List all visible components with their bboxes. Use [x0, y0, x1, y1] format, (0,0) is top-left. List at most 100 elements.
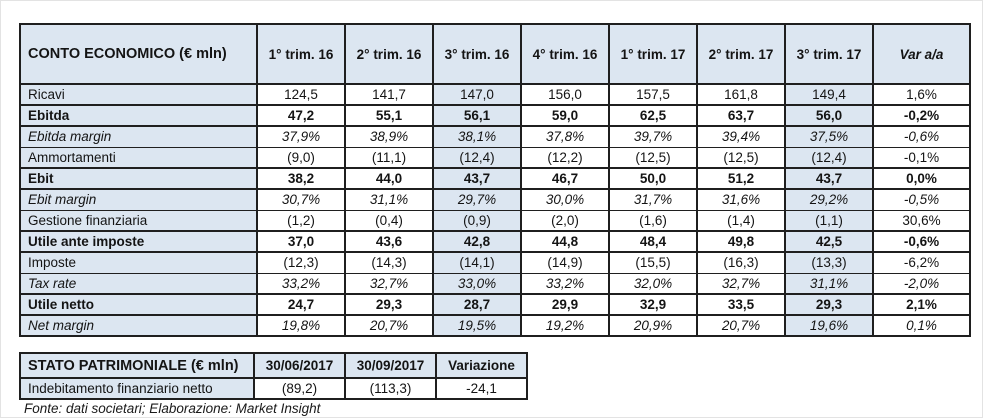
row-gestione-finanziaria: Gestione finanziaria (1,2) (0,4) (0,9) (… [19, 209, 971, 232]
value-cell: 147,0 [432, 83, 522, 106]
value-cell: 29,3 [784, 293, 874, 316]
value-cell: 20,7% [344, 314, 434, 337]
value-cell: 39,4% [696, 125, 786, 148]
value-cell: -0,5% [872, 188, 971, 211]
row-label: Ammortamenti [19, 146, 258, 169]
value-cell: 56,1 [432, 104, 522, 127]
row-label: Ebitda [19, 104, 258, 127]
value-cell: 24,7 [256, 293, 346, 316]
value-cell: 29,9 [520, 293, 610, 316]
value-cell: 20,7% [696, 314, 786, 337]
col-header-30-06-2017: 30/06/2017 [253, 352, 346, 379]
value-cell: 19,6% [784, 314, 874, 337]
value-cell: 59,0 [520, 104, 610, 127]
row-utile-ante-imposte: Utile ante imposte 37,0 43,6 42,8 44,8 4… [19, 230, 971, 253]
value-cell: 50,0 [608, 167, 698, 190]
income-header-row: CONTO ECONOMICO (€ mln) 1° trim. 16 2° t… [19, 23, 971, 85]
value-cell: 37,8% [520, 125, 610, 148]
value-cell: 39,7% [608, 125, 698, 148]
value-cell: 161,8 [696, 83, 786, 106]
value-cell: 47,2 [256, 104, 346, 127]
value-cell: 37,5% [784, 125, 874, 148]
value-cell: (1,4) [696, 209, 786, 232]
value-cell: 44,0 [344, 167, 434, 190]
value-cell: -0,6% [872, 230, 971, 253]
value-cell: 2,1% [872, 293, 971, 316]
value-cell: 29,3 [344, 293, 434, 316]
col-header-var-aa: Var a/a [872, 23, 971, 85]
value-cell: -0,2% [872, 104, 971, 127]
value-cell: 42,8 [432, 230, 522, 253]
row-ammortamenti: Ammortamenti (9,0) (11,1) (12,4) (12,2) … [19, 146, 971, 169]
value-cell: 31,1% [344, 188, 434, 211]
col-header-4trim16: 4° trim. 16 [520, 23, 610, 85]
value-cell: (13,3) [784, 251, 874, 274]
source-note: Fonte: dati societari; Elaborazione: Mar… [24, 401, 321, 416]
value-cell: (12,4) [784, 146, 874, 169]
row-indebitamento-finanziario-netto: Indebitamento finanziario netto (89,2) (… [19, 377, 528, 400]
value-cell: 141,7 [344, 83, 434, 106]
income-table-title: CONTO ECONOMICO (€ mln) [19, 23, 258, 85]
value-cell: (89,2) [253, 377, 346, 400]
value-cell: 55,1 [344, 104, 434, 127]
row-label: Ebitda margin [19, 125, 258, 148]
value-cell: 51,2 [696, 167, 786, 190]
value-cell: 0,0% [872, 167, 971, 190]
value-cell: 44,8 [520, 230, 610, 253]
value-cell: (12,5) [696, 146, 786, 169]
value-cell: (14,9) [520, 251, 610, 274]
value-cell: 49,8 [696, 230, 786, 253]
value-cell: 29,7% [432, 188, 522, 211]
row-ebitda: Ebitda 47,2 55,1 56,1 59,0 62,5 63,7 56,… [19, 104, 971, 127]
col-header-3trim17: 3° trim. 17 [784, 23, 874, 85]
value-cell: (11,1) [344, 146, 434, 169]
value-cell: (12,4) [432, 146, 522, 169]
value-cell: 20,9% [608, 314, 698, 337]
value-cell: 30,6% [872, 209, 971, 232]
value-cell: 63,7 [696, 104, 786, 127]
income-statement-table: CONTO ECONOMICO (€ mln) 1° trim. 16 2° t… [19, 23, 971, 337]
row-ricavi: Ricavi 124,5 141,7 147,0 156,0 157,5 161… [19, 83, 971, 106]
value-cell: 31,1% [784, 272, 874, 295]
value-cell: -2,0% [872, 272, 971, 295]
value-cell: 31,6% [696, 188, 786, 211]
col-header-30-09-2017: 30/09/2017 [344, 352, 437, 379]
value-cell: -0,6% [872, 125, 971, 148]
row-net-margin: Net margin 19,8% 20,7% 19,5% 19,2% 20,9%… [19, 314, 971, 337]
value-cell: (2,0) [520, 209, 610, 232]
value-cell: 19,8% [256, 314, 346, 337]
value-cell: 38,1% [432, 125, 522, 148]
value-cell: 33,2% [520, 272, 610, 295]
col-header-1trim16: 1° trim. 16 [256, 23, 346, 85]
row-label: Tax rate [19, 272, 258, 295]
value-cell: (9,0) [256, 146, 346, 169]
value-cell: 56,0 [784, 104, 874, 127]
col-header-2trim17: 2° trim. 17 [696, 23, 786, 85]
value-cell: 32,7% [696, 272, 786, 295]
value-cell: 32,9 [608, 293, 698, 316]
value-cell: 43,7 [432, 167, 522, 190]
value-cell: (1,6) [608, 209, 698, 232]
value-cell: 149,4 [784, 83, 874, 106]
row-label: Ricavi [19, 83, 258, 106]
value-cell: 38,9% [344, 125, 434, 148]
col-header-2trim16: 2° trim. 16 [344, 23, 434, 85]
row-label: Ebit [19, 167, 258, 190]
value-cell: 0,1% [872, 314, 971, 337]
row-label: Utile netto [19, 293, 258, 316]
value-cell: (15,5) [608, 251, 698, 274]
value-cell: -6,2% [872, 251, 971, 274]
col-header-3trim16: 3° trim. 16 [432, 23, 522, 85]
value-cell: (12,3) [256, 251, 346, 274]
row-label: Ebit margin [19, 188, 258, 211]
value-cell: (12,5) [608, 146, 698, 169]
value-cell: -24,1 [435, 377, 528, 400]
balance-table-title: STATO PATRIMONIALE (€ mln) [19, 352, 255, 379]
value-cell: 37,0 [256, 230, 346, 253]
value-cell: 33,0% [432, 272, 522, 295]
value-cell: 156,0 [520, 83, 610, 106]
value-cell: -0,1% [872, 146, 971, 169]
value-cell: 31,7% [608, 188, 698, 211]
value-cell: (16,3) [696, 251, 786, 274]
